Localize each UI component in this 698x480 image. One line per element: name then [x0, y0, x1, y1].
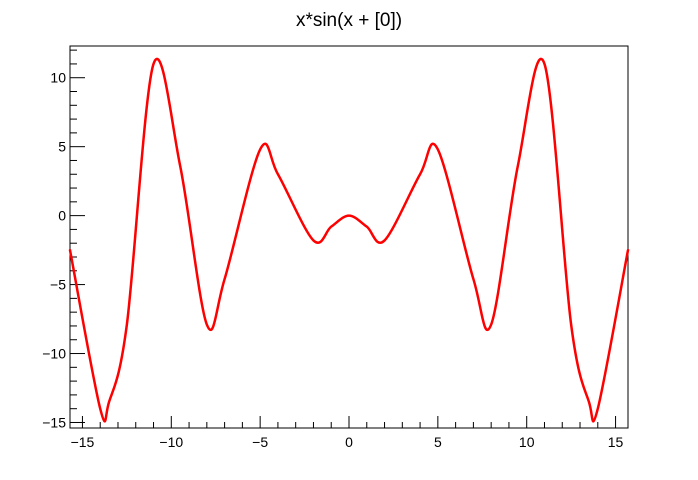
plot-frame	[69, 45, 629, 429]
chart-title: x*sin(x + [0])	[296, 10, 402, 31]
y-tick-label: −15	[42, 414, 66, 430]
y-tick-label: 0	[58, 208, 66, 224]
x-tick-label: −10	[159, 434, 183, 450]
y-tick-label: 10	[50, 70, 66, 86]
x-tick-label: 15	[608, 434, 624, 450]
x-axis: −15 −10 −5 0 5 10 15	[71, 416, 624, 450]
series-line	[68, 57, 630, 423]
x-tick-label: −15	[71, 434, 95, 450]
x-tick-label: −5	[252, 434, 268, 450]
x-tick-label: 10	[519, 434, 535, 450]
y-axis: −15 −10 −5 0 5 10	[42, 49, 85, 430]
y-tick-label: −10	[42, 346, 66, 362]
series-layer	[68, 57, 630, 423]
x-tick-label: 5	[434, 434, 442, 450]
y-tick-label: −5	[50, 277, 66, 293]
y-tick-label: 5	[58, 139, 66, 155]
x-tick-label: 0	[345, 434, 353, 450]
